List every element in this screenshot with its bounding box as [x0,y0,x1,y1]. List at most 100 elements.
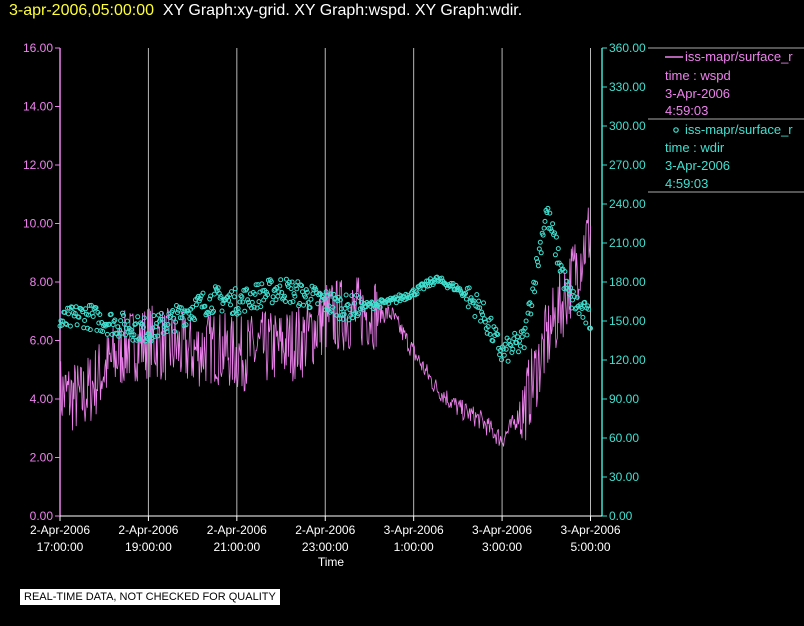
wdir-point [462,291,467,297]
wdir-point [500,346,506,352]
wdir-point [588,325,593,331]
legend-wspd-line1: time : wspd [665,68,731,83]
wdir-point [164,329,170,335]
wdir-point [295,279,301,285]
wdir-point [190,304,196,310]
wdir-point [532,289,538,295]
header-timestamp: 3-apr-2006,05:00:00 [9,2,154,19]
wdir-point [515,334,521,340]
wdir-point [555,246,561,252]
right-tick-label: 150.00 [609,314,646,328]
wdir-point [215,285,221,291]
wdir-point [149,335,155,341]
left-tick-label: 0.00 [30,509,54,523]
wdir-point [197,296,203,302]
wdir-point [356,295,362,301]
wdir-point [145,331,151,336]
right-tick-label: 0.00 [609,509,633,523]
x-tick-label: 3-Apr-2006 [472,523,532,537]
left-tick-label: 6.00 [30,334,54,348]
left-tick-label: 10.00 [23,217,53,231]
wdir-point [439,275,445,281]
wdir-point [534,256,539,261]
wdir-point [315,301,321,307]
x-tick-label: 2-Apr-2006 [118,523,178,537]
wdir-point [137,336,143,342]
wdir-point [182,308,188,314]
wdir-point [421,286,427,292]
wdir-point [355,311,361,317]
wdir-point [553,234,559,240]
wdir-point [264,289,269,295]
wdir-point [570,289,576,295]
wdir-point [103,321,109,327]
wdir-point [154,320,160,326]
wdir-point [386,300,392,306]
wdir-point [229,289,234,295]
wdir-point [305,300,311,306]
wdir-point [463,290,468,296]
wdir-point [122,332,128,338]
right-tick-label: 300.00 [609,119,646,133]
wdir-point [535,263,541,269]
wdir-point [251,304,257,310]
wdir-point [558,262,564,268]
wdir-point [550,221,556,227]
wdir-point [538,250,544,256]
left-tick-label: 14.00 [23,100,53,114]
wdir-point [521,345,527,351]
wdir-point [245,297,251,303]
right-tick-label: 120.00 [609,353,646,367]
wdir-point [576,311,582,317]
wdir-point [580,314,586,320]
wdir-point [232,286,238,292]
wdir-point [289,279,295,285]
wdir-point [343,292,349,298]
wdir-point [465,304,471,310]
wdir-point [83,306,89,312]
wdir-point [420,281,426,287]
wdir-point [96,320,102,326]
wdir-point [123,325,129,331]
wdir-point [586,306,592,312]
x-tick-label: 2-Apr-2006 [30,523,90,537]
wdir-point [537,239,543,245]
wdir-point [139,321,145,327]
wdir-point [211,308,216,314]
right-tick-label: 240.00 [609,197,646,211]
wdir-point [242,308,248,314]
wdir-point [568,285,574,291]
x-tick-label: 3:00:00 [482,540,522,554]
wdir-point [151,313,157,319]
wdir-point [528,311,534,317]
wdir-point [345,302,351,307]
wdir-point [307,305,313,310]
wdir-point [237,299,243,305]
wdir-point [414,291,420,297]
x-axis-label: Time [318,555,345,569]
right-tick-label: 330.00 [609,80,646,94]
wdir-point [283,276,289,282]
wdir-point [303,287,309,293]
legend-wspd-line2: 3-Apr-2006 [665,86,730,101]
wdir-point [302,294,308,300]
x-tick-label: 19:00:00 [125,540,172,554]
left-tick-label: 12.00 [23,158,53,172]
wdir-point [511,336,517,342]
wdir-point [510,346,516,352]
wdir-point [499,357,504,363]
wdir-point [288,286,294,292]
legend-wdir-line1: time : wdir [665,140,725,155]
wdir-point [583,320,589,326]
wdir-point [97,312,103,317]
wdir-point [100,329,106,334]
header-graph-titles: XY Graph:xy-grid. XY Graph:wspd. XY Grap… [162,2,523,19]
wdir-point [58,318,64,324]
wdir-point [542,218,548,224]
wdir-point [522,325,528,331]
wdir-point [226,297,232,303]
wdir-point [516,349,521,355]
wdir-point [340,316,346,322]
wdir-point [477,305,483,311]
